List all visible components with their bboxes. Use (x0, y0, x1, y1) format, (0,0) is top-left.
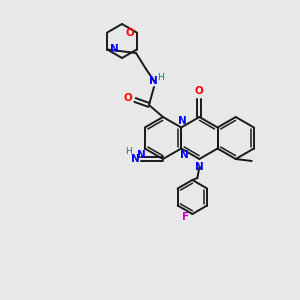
Text: O: O (125, 28, 134, 38)
Text: N: N (130, 154, 140, 164)
Text: H: H (158, 73, 164, 82)
Text: N: N (148, 76, 158, 86)
Text: N: N (178, 116, 187, 127)
Text: N: N (137, 151, 146, 160)
Text: H: H (124, 148, 131, 157)
Text: N: N (195, 162, 204, 172)
Text: N: N (180, 149, 189, 160)
Text: F: F (182, 212, 189, 222)
Text: O: O (195, 86, 204, 96)
Text: O: O (124, 93, 132, 103)
Text: N: N (110, 44, 119, 55)
